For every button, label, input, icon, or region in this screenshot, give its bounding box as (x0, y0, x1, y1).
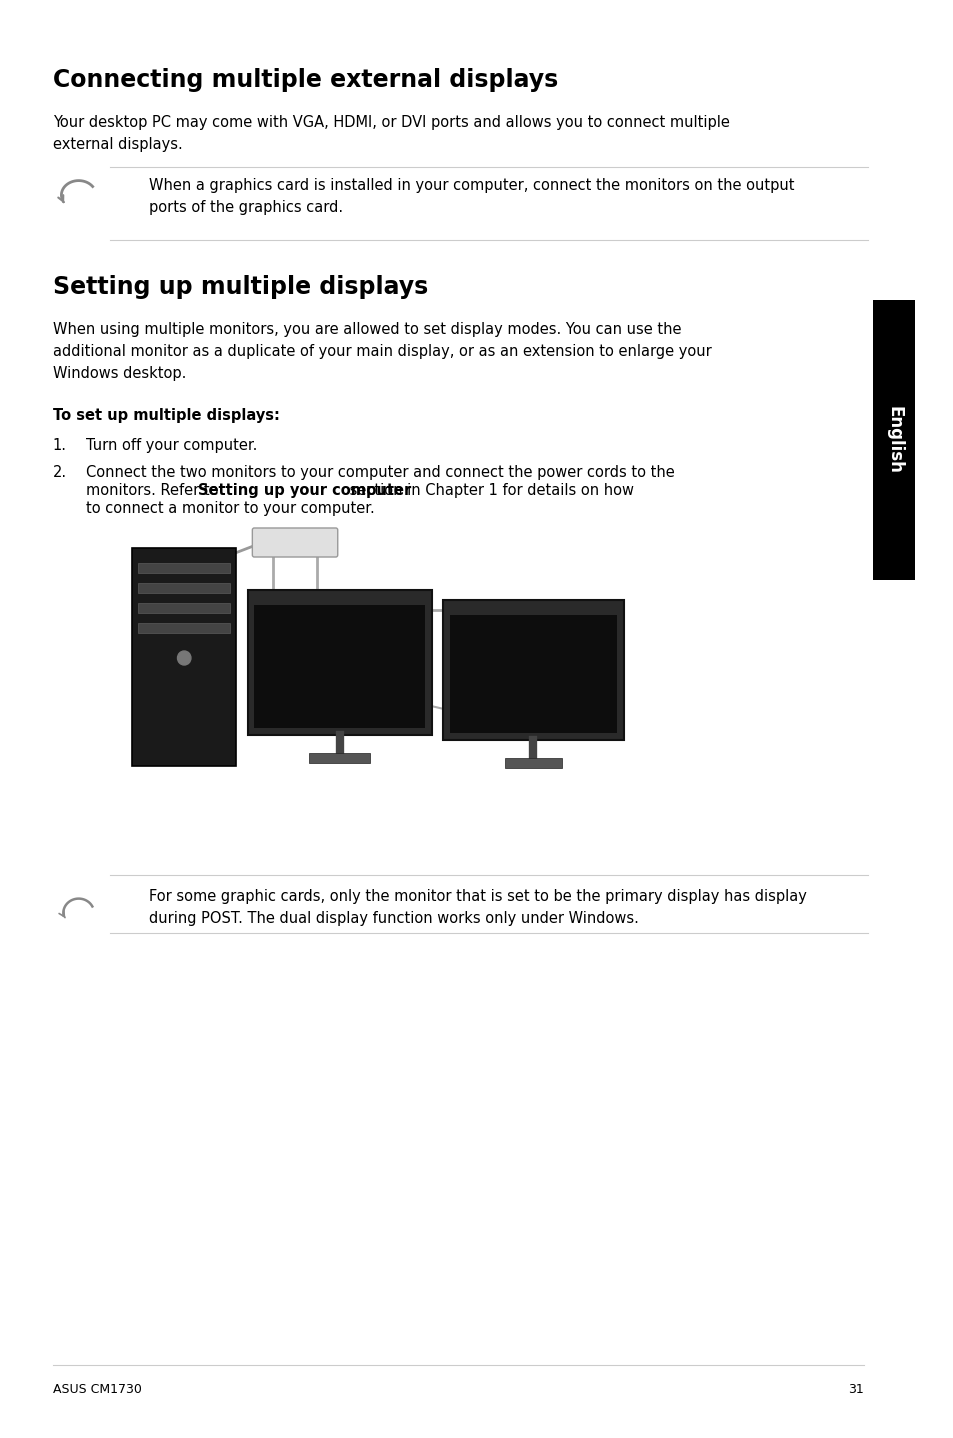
FancyBboxPatch shape (138, 582, 230, 592)
Text: monitors. Refer to: monitors. Refer to (87, 483, 223, 498)
FancyBboxPatch shape (138, 564, 230, 572)
FancyBboxPatch shape (138, 623, 230, 633)
Text: 1.: 1. (52, 439, 67, 453)
Text: ASUS CM1730: ASUS CM1730 (52, 1383, 141, 1396)
FancyBboxPatch shape (309, 754, 370, 764)
Text: to connect a monitor to your computer.: to connect a monitor to your computer. (87, 500, 375, 516)
Text: English: English (884, 406, 902, 475)
Text: Setting up your computer: Setting up your computer (197, 483, 411, 498)
FancyBboxPatch shape (247, 590, 432, 735)
Text: Connecting multiple external displays: Connecting multiple external displays (52, 68, 558, 92)
FancyBboxPatch shape (504, 758, 561, 768)
FancyBboxPatch shape (450, 615, 617, 733)
Text: Your desktop PC may come with VGA, HDMI, or DVI ports and allows you to connect : Your desktop PC may come with VGA, HDMI,… (52, 115, 729, 152)
Text: 2.: 2. (52, 464, 67, 480)
Circle shape (177, 651, 191, 664)
Text: 31: 31 (847, 1383, 862, 1396)
FancyBboxPatch shape (254, 605, 425, 728)
Text: When using multiple monitors, you are allowed to set display modes. You can use : When using multiple monitors, you are al… (52, 322, 711, 381)
Text: When a graphics card is installed in your computer, connect the monitors on the : When a graphics card is installed in you… (149, 178, 794, 216)
Text: Connect the two monitors to your computer and connect the power cords to the: Connect the two monitors to your compute… (87, 464, 675, 480)
FancyBboxPatch shape (138, 603, 230, 613)
FancyBboxPatch shape (132, 548, 235, 766)
FancyBboxPatch shape (872, 301, 914, 580)
FancyBboxPatch shape (253, 528, 337, 557)
Text: section in Chapter 1 for details on how: section in Chapter 1 for details on how (345, 483, 634, 498)
Text: Turn off your computer.: Turn off your computer. (87, 439, 257, 453)
Text: To set up multiple displays:: To set up multiple displays: (52, 408, 279, 423)
Text: For some graphic cards, only the monitor that is set to be the primary display h: For some graphic cards, only the monitor… (149, 889, 805, 926)
Text: Setting up multiple displays: Setting up multiple displays (52, 275, 428, 299)
FancyBboxPatch shape (443, 600, 623, 741)
